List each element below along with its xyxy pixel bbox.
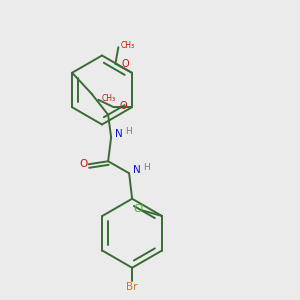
Text: H: H bbox=[125, 127, 132, 136]
Text: O: O bbox=[122, 59, 129, 69]
Text: Cl: Cl bbox=[134, 203, 144, 214]
Text: O: O bbox=[79, 159, 87, 169]
Text: N: N bbox=[133, 165, 140, 175]
Text: N: N bbox=[115, 129, 122, 139]
Text: Br: Br bbox=[126, 282, 138, 292]
Text: CH₃: CH₃ bbox=[101, 94, 116, 103]
Text: CH₃: CH₃ bbox=[120, 41, 134, 50]
Text: O: O bbox=[120, 101, 127, 111]
Text: H: H bbox=[143, 163, 150, 172]
